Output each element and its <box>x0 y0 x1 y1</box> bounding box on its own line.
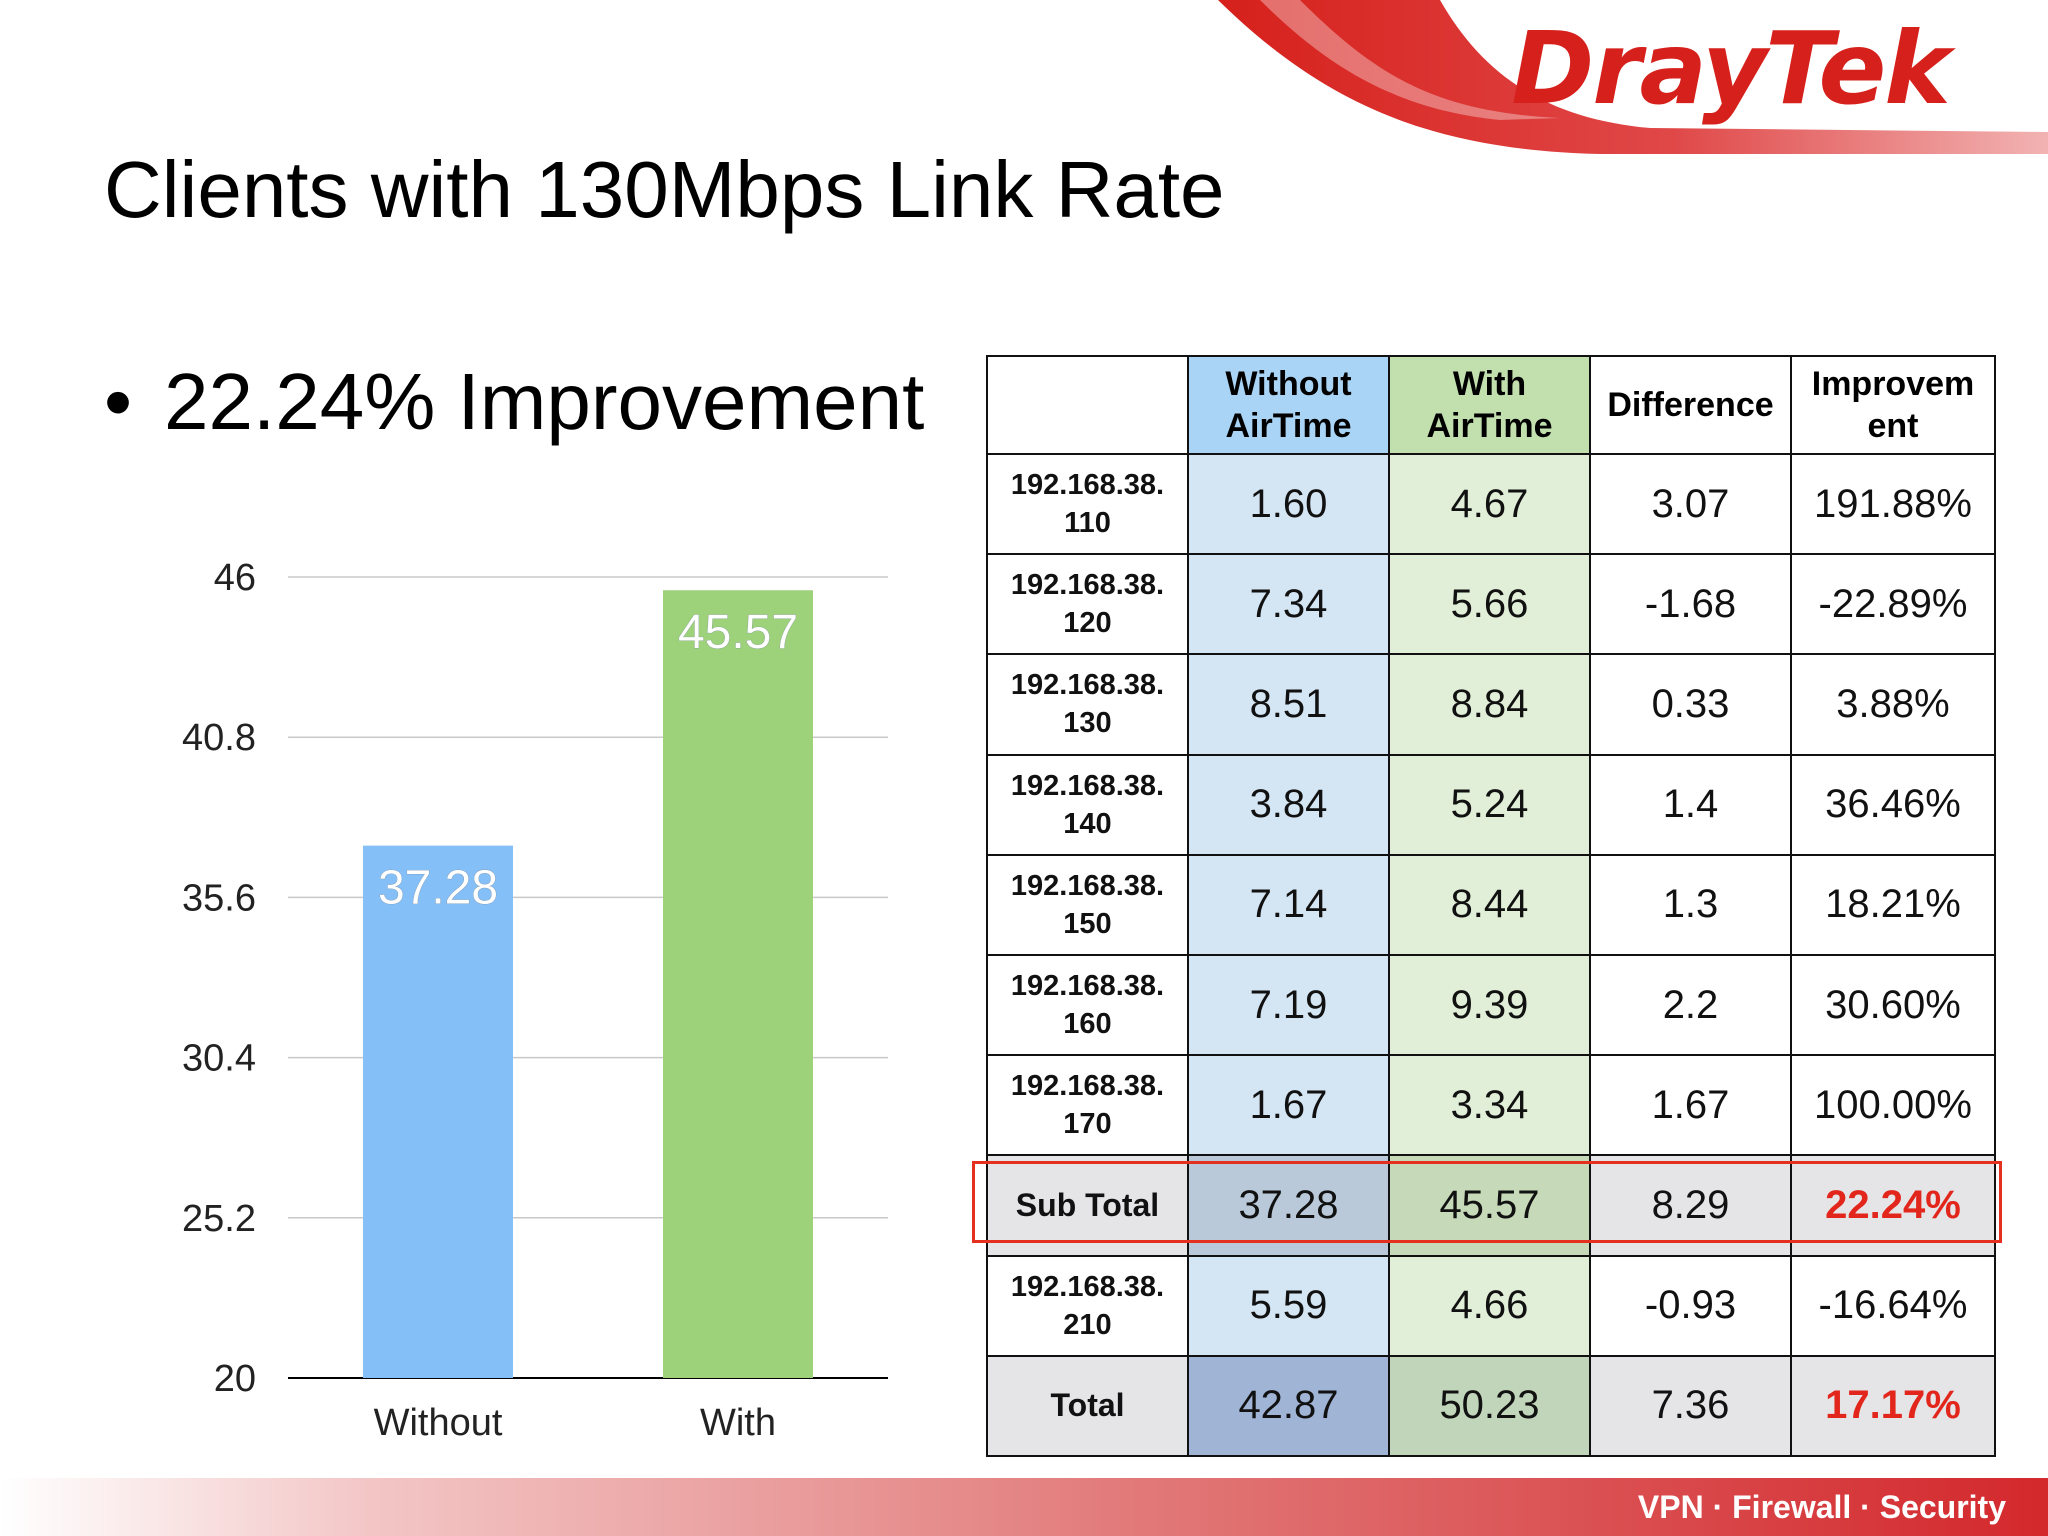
difference-cell: 0.33 <box>1589 653 1792 756</box>
y-tick-label: 25.2 <box>182 1198 256 1240</box>
difference-cell: 1.67 <box>1589 1054 1792 1157</box>
difference-cell: 7.36 <box>1589 1354 1792 1458</box>
difference-cell: 8.29 <box>1589 1154 1792 1257</box>
bullet-dot-icon: • <box>104 357 133 446</box>
table-row: 192.168.38. 150 7.14 8.44 1.3 18.21% <box>986 853 1996 956</box>
improvement-cell: 18.21% <box>1790 853 1996 956</box>
without-airtime-cell: 42.87 <box>1187 1354 1390 1458</box>
without-airtime-cell: 7.34 <box>1187 553 1390 656</box>
y-tick-label: 40.8 <box>182 717 256 759</box>
y-tick-label: 46 <box>214 557 256 599</box>
without-airtime-cell: 3.84 <box>1187 753 1390 856</box>
difference-cell: -0.93 <box>1589 1254 1792 1357</box>
improvement-cell: 30.60% <box>1790 953 1996 1057</box>
without-airtime-cell: 37.28 <box>1187 1154 1390 1257</box>
row-label: 192.168.38. 160 <box>986 953 1189 1057</box>
improvement-cell: 191.88% <box>1790 452 1996 556</box>
without-airtime-cell: 7.14 <box>1187 853 1390 956</box>
row-label: 192.168.38. 210 <box>986 1254 1189 1357</box>
subtotal-highlight-box <box>972 1161 2002 1243</box>
row-label: Total <box>986 1354 1189 1458</box>
with-airtime-cell: 45.57 <box>1388 1154 1591 1257</box>
improvement-cell: 17.17% <box>1790 1354 1996 1458</box>
bullet-point: • 22.24% Improvement <box>104 352 924 452</box>
with-airtime-cell: 5.66 <box>1388 553 1591 656</box>
improvement-cell: -22.89% <box>1790 553 1996 656</box>
row-label: Sub Total <box>986 1154 1189 1257</box>
with-airtime-cell: 8.84 <box>1388 653 1591 756</box>
data-label: 45.57 <box>678 606 798 659</box>
header-difference: Difference <box>1589 355 1792 455</box>
without-airtime-cell: 1.60 <box>1187 452 1390 556</box>
row-label: 192.168.38. 140 <box>986 753 1189 856</box>
total-row: Total 42.87 50.23 7.36 17.17% <box>986 1354 1996 1458</box>
table-header-row: Without AirTime With AirTime Difference Im… <box>986 355 1996 455</box>
row-label: 192.168.38. 170 <box>986 1054 1189 1157</box>
table-row: 192.168.38. 130 8.51 8.84 0.33 3.88% <box>986 653 1996 756</box>
improvement-cell: 22.24% <box>1790 1154 1996 1257</box>
header-improvement: Improvem ent <box>1790 355 1996 455</box>
data-label: 37.28 <box>378 862 498 915</box>
with-airtime-cell: 9.39 <box>1388 953 1591 1057</box>
without-airtime-cell: 7.19 <box>1187 953 1390 1057</box>
table-row: 192.168.38. 210 5.59 4.66 -0.93 -16.64% <box>986 1254 1996 1357</box>
row-label: 192.168.38. 150 <box>986 853 1189 956</box>
with-airtime-cell: 5.24 <box>1388 753 1591 856</box>
header-swoosh <box>1218 0 2048 154</box>
improvement-cell: 100.00% <box>1790 1054 1996 1157</box>
header-empty <box>986 355 1189 455</box>
table-row: 192.168.38. 140 3.84 5.24 1.4 36.46% <box>986 753 1996 856</box>
improvement-cell: 36.46% <box>1790 753 1996 856</box>
x-tick-label: With <box>700 1402 776 1444</box>
header-with-airtime: With AirTime <box>1388 355 1591 455</box>
y-tick-label: 30.4 <box>182 1038 256 1080</box>
results-table: Without AirTime With AirTime Difference Im… <box>986 355 1996 1458</box>
row-label: 192.168.38. 110 <box>986 452 1189 556</box>
with-airtime-cell: 3.34 <box>1388 1054 1591 1157</box>
without-airtime-cell: 1.67 <box>1187 1054 1390 1157</box>
bar <box>363 845 513 1378</box>
x-tick-label: Without <box>374 1402 503 1444</box>
improvement-cell: -16.64% <box>1790 1254 1996 1357</box>
with-airtime-cell: 8.44 <box>1388 853 1591 956</box>
bar <box>663 590 813 1378</box>
header-without-airtime: Without AirTime <box>1187 355 1390 455</box>
difference-cell: -1.68 <box>1589 553 1792 656</box>
table-row: 192.168.38. 160 7.19 9.39 2.2 30.60% <box>986 953 1996 1057</box>
difference-cell: 1.3 <box>1589 853 1792 956</box>
footer-bar: VPN · Firewall · Security <box>0 1478 2048 1536</box>
difference-cell: 1.4 <box>1589 753 1792 856</box>
table-row: 192.168.38. 110 1.60 4.67 3.07 191.88% <box>986 452 1996 556</box>
y-tick-label: 35.6 <box>182 877 256 919</box>
table-row: 192.168.38. 120 7.34 5.66 -1.68 -22.89% <box>986 553 1996 656</box>
table-row: 192.168.38. 170 1.67 3.34 1.67 100.00% <box>986 1054 1996 1157</box>
improvement-cell: 3.88% <box>1790 653 1996 756</box>
without-airtime-cell: 5.59 <box>1187 1254 1390 1357</box>
row-label: 192.168.38. 120 <box>986 553 1189 656</box>
with-airtime-cell: 50.23 <box>1388 1354 1591 1458</box>
slide-title: Clients with 130Mbps Link Rate <box>104 145 1225 234</box>
difference-cell: 2.2 <box>1589 953 1792 1057</box>
difference-cell: 3.07 <box>1589 452 1792 556</box>
with-airtime-cell: 4.67 <box>1388 452 1591 556</box>
draytek-logo: DrayTek <box>1511 10 1951 127</box>
without-airtime-cell: 8.51 <box>1187 653 1390 756</box>
subtotal-row: Sub Total 37.28 45.57 8.29 22.24% <box>986 1154 1996 1257</box>
y-tick-label: 20 <box>214 1358 256 1400</box>
bullet-text: 22.24% Improvement <box>164 357 925 446</box>
with-airtime-cell: 4.66 <box>1388 1254 1591 1357</box>
footer-tagline: VPN · Firewall · Security <box>1637 1489 2006 1525</box>
row-label: 192.168.38. 130 <box>986 653 1189 756</box>
